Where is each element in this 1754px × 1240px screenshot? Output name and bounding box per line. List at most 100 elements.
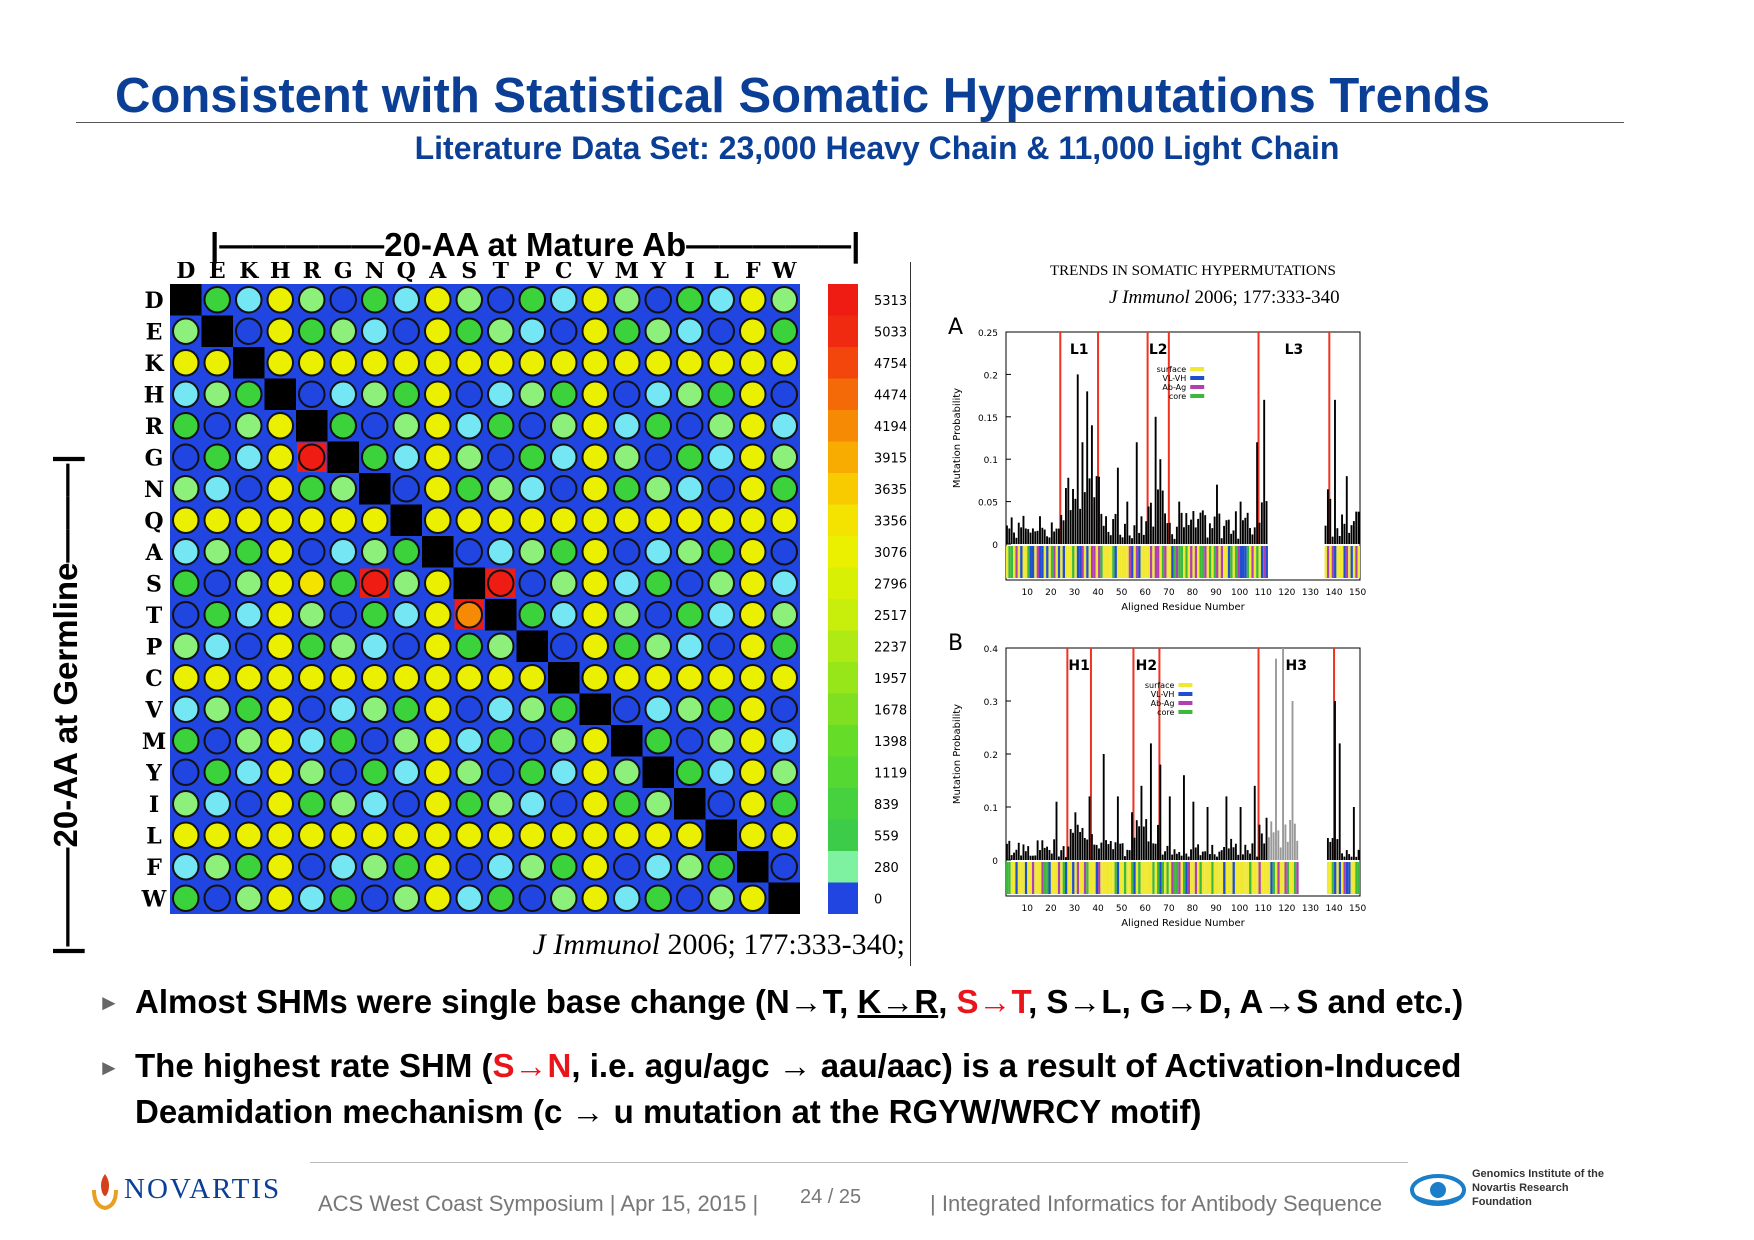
mutation-bar bbox=[1074, 812, 1077, 860]
residue-class-strip bbox=[1260, 546, 1264, 578]
heatmap-cell bbox=[455, 380, 483, 408]
mutation-bar bbox=[1168, 796, 1171, 860]
heatmap-cell bbox=[613, 821, 641, 849]
mutation-bar bbox=[1140, 785, 1143, 860]
heatmap-cell bbox=[518, 821, 546, 849]
y-tick-label: 0.1 bbox=[984, 456, 998, 466]
heatmap-col-label: I bbox=[685, 262, 695, 284]
heatmap-cell bbox=[770, 790, 798, 818]
mutation-bar bbox=[1343, 523, 1346, 544]
y-tick-label: 0.1 bbox=[984, 804, 998, 814]
residue-class-strip bbox=[1116, 546, 1120, 578]
heatmap-cell bbox=[172, 475, 200, 503]
mutation-bar bbox=[1282, 648, 1285, 860]
colorbar-label: 3635 bbox=[874, 483, 907, 498]
residue-class-strip bbox=[1204, 546, 1207, 578]
residue-class-strip bbox=[1031, 546, 1035, 578]
heatmap-cell bbox=[172, 569, 200, 597]
residue-class-strip bbox=[1013, 546, 1016, 578]
heatmap-citation-rest: 2006; 177:333-340; bbox=[667, 928, 906, 961]
mutation-bar bbox=[1041, 527, 1044, 544]
residue-class-strip bbox=[1357, 862, 1360, 894]
heatmap-cell bbox=[770, 538, 798, 566]
heatmap-cell bbox=[581, 632, 609, 660]
mutation-bar bbox=[1131, 538, 1133, 544]
heatmap-cell bbox=[707, 380, 735, 408]
residue-class-strip bbox=[1331, 546, 1335, 578]
x-tick-label: 50 bbox=[1116, 588, 1128, 598]
mutation-bar bbox=[1357, 511, 1360, 544]
residue-class-strip bbox=[1069, 862, 1073, 894]
y-tick-label: 0.4 bbox=[984, 645, 999, 655]
heatmap-cell bbox=[770, 569, 798, 597]
mutation-bar bbox=[1034, 531, 1037, 544]
heatmap-cell bbox=[550, 790, 578, 818]
heatmap-cell bbox=[487, 412, 515, 440]
mutation-bar bbox=[1220, 850, 1223, 860]
heatmap-cell bbox=[487, 884, 515, 912]
mutation-bar bbox=[1022, 515, 1025, 544]
heatmap-cell bbox=[676, 380, 704, 408]
heatmap-cell bbox=[613, 695, 641, 723]
heatmap-citation-journal: J Immunol bbox=[532, 928, 660, 961]
mutation-bar bbox=[1232, 530, 1235, 544]
heatmap-col-label: G bbox=[334, 262, 353, 284]
heatmap-cell bbox=[644, 632, 672, 660]
heatmap-cell bbox=[298, 821, 326, 849]
novartis-logo-icon bbox=[92, 1174, 118, 1211]
heatmap-cell bbox=[644, 538, 672, 566]
heatmap-cell bbox=[424, 286, 452, 314]
residue-class-strip bbox=[1216, 862, 1219, 894]
heatmap-cell bbox=[518, 412, 546, 440]
residue-class-strip bbox=[1086, 546, 1089, 578]
mutation-bar bbox=[1138, 532, 1141, 544]
mutation-bar bbox=[1124, 856, 1126, 860]
heatmap-cell bbox=[203, 538, 231, 566]
heatmap-cell bbox=[739, 475, 767, 503]
residue-class-strip bbox=[1220, 546, 1224, 578]
heatmap-cell bbox=[424, 349, 452, 377]
mutation-bar bbox=[1010, 855, 1013, 860]
heatmap-cell bbox=[644, 790, 672, 818]
mutation-bar bbox=[1034, 855, 1037, 860]
residue-class-strip bbox=[1055, 546, 1058, 578]
residue-class-strip bbox=[1135, 862, 1139, 894]
legend-label: Ab-Ag bbox=[1162, 383, 1186, 392]
heatmap-cell bbox=[455, 349, 483, 377]
residue-class-strip bbox=[1173, 862, 1176, 894]
residue-class-strip bbox=[1121, 546, 1124, 578]
residue-class-strip bbox=[1249, 546, 1252, 578]
heatmap-cell bbox=[550, 412, 578, 440]
legend-swatch bbox=[1178, 692, 1193, 696]
heatmap-cell bbox=[613, 475, 641, 503]
mutation-bar bbox=[1183, 775, 1185, 860]
heatmap-cell bbox=[613, 790, 641, 818]
heatmap-cell bbox=[235, 632, 263, 660]
title-rule bbox=[76, 122, 1624, 123]
mutation-bar bbox=[1095, 476, 1098, 544]
heatmap-cell bbox=[487, 695, 515, 723]
mutation-bar bbox=[1218, 513, 1221, 544]
mutation-bar bbox=[1121, 843, 1124, 860]
mutation-bar bbox=[1105, 840, 1108, 860]
heatmap-cell bbox=[613, 632, 641, 660]
legend-swatch bbox=[1178, 701, 1193, 705]
mutation-bar bbox=[1260, 502, 1263, 544]
heatmap-cell bbox=[361, 727, 389, 755]
mutation-bar bbox=[1336, 839, 1339, 860]
gnf-logo-icon bbox=[1410, 1174, 1466, 1206]
heatmap-cell bbox=[235, 380, 263, 408]
mutation-bar bbox=[1015, 537, 1018, 544]
heatmap-row-label: V bbox=[144, 697, 163, 723]
heatmap-cell bbox=[487, 380, 515, 408]
heatmap-cell bbox=[266, 758, 294, 786]
residue-class-strip bbox=[1131, 546, 1134, 578]
mutation-bar bbox=[1348, 854, 1351, 860]
residue-class-strip bbox=[1348, 546, 1351, 578]
mutation-bar bbox=[1036, 530, 1039, 544]
heatmap-cell bbox=[644, 349, 672, 377]
residue-class-strip bbox=[1218, 546, 1221, 578]
novartis-logo-text: NOVARTIS bbox=[124, 1173, 282, 1205]
heatmap-cell bbox=[644, 884, 672, 912]
residue-class-strip bbox=[1326, 862, 1330, 894]
